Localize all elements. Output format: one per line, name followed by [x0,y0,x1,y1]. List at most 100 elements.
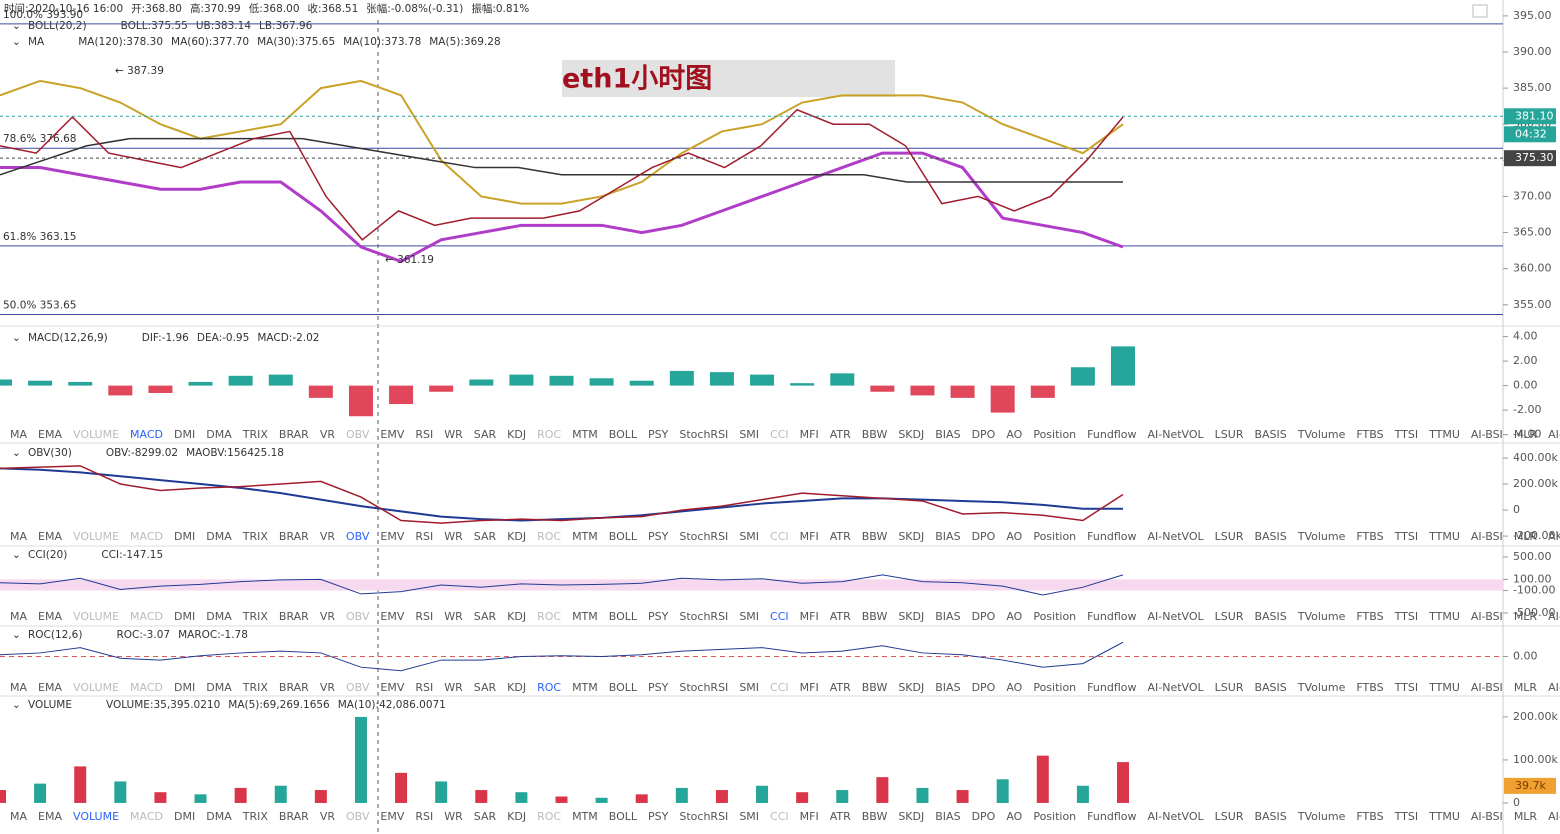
indicator-tab[interactable]: MFI [800,810,819,823]
expand-icon[interactable] [1472,4,1488,18]
indicator-tab[interactable]: BASIS [1254,610,1286,623]
indicator-tab[interactable]: MACD [130,428,163,441]
indicator-tab[interactable]: EMA [38,681,62,694]
indicator-tab[interactable]: ATR [830,681,851,694]
indicator-tab[interactable]: Position [1033,681,1076,694]
indicator-tab[interactable]: DMI [174,810,195,823]
indicator-tab[interactable]: MTM [572,681,598,694]
indicator-tab[interactable]: MA [10,428,27,441]
indicator-tab[interactable]: TVolume [1297,610,1346,623]
indicator-tab[interactable]: VOLUME [73,428,119,441]
indicator-tab[interactable]: BBW [862,428,888,441]
indicator-tab[interactable]: ATR [830,610,851,623]
indicator-tab[interactable]: CCI [770,428,789,441]
indicator-tab[interactable]: AO [1006,530,1022,543]
indicator-tab[interactable]: VR [320,810,336,823]
indicator-tab[interactable]: AI-BSI [1471,530,1503,543]
indicator-tab[interactable]: VOLUME [73,610,119,623]
indicator-tab[interactable]: SMI [739,610,759,623]
indicator-tab[interactable]: BASIS [1254,681,1286,694]
indicator-tab[interactable]: RSI [415,810,433,823]
indicator-tab[interactable]: RSI [415,681,433,694]
indicator-tab[interactable]: KDJ [507,530,526,543]
indicator-tab[interactable]: AO [1006,810,1022,823]
indicator-tab[interactable]: AI-PD [1548,681,1560,694]
indicator-tab[interactable]: BIAS [935,428,960,441]
indicator-tab[interactable]: AI-PD [1548,530,1560,543]
indicator-tab[interactable]: BASIS [1254,428,1286,441]
indicator-tab[interactable]: DPO [972,610,996,623]
indicator-tab[interactable]: DMA [206,530,232,543]
indicator-tab[interactable]: WR [444,530,463,543]
indicator-tab[interactable]: TVolume [1297,681,1346,694]
indicator-tab[interactable]: StochRSI [679,810,728,823]
indicator-tab[interactable]: SAR [474,530,497,543]
indicator-tab[interactable]: BBW [862,530,888,543]
indicator-tab[interactable]: DMI [174,681,195,694]
indicator-tab[interactable]: AI-BSI [1471,681,1503,694]
indicator-tab[interactable]: EMV [380,810,404,823]
indicator-tab[interactable]: BBW [862,610,888,623]
indicator-tab[interactable]: SKDJ [898,428,924,441]
indicator-tab[interactable]: Position [1033,530,1076,543]
indicator-tab[interactable]: TRIX [242,610,269,623]
indicator-tab[interactable]: MLR [1514,428,1538,441]
indicator-tab[interactable]: EMV [380,681,404,694]
indicator-tab[interactable]: DMI [174,530,195,543]
indicator-tab[interactable]: BOLL [609,530,638,543]
indicator-tab[interactable]: ROC [537,810,561,823]
indicator-tab[interactable]: EMA [38,610,62,623]
indicator-tab[interactable]: MA [10,681,27,694]
indicator-tab[interactable]: LSUR [1215,428,1244,441]
indicator-tab[interactable]: TRIX [242,530,269,543]
indicator-tab[interactable]: WR [444,428,463,441]
indicator-tab[interactable]: BIAS [935,530,960,543]
indicator-tab[interactable]: AI-BSI [1471,610,1503,623]
indicator-tab[interactable]: BOLL [609,428,638,441]
indicator-tab[interactable]: StochRSI [679,610,728,623]
indicator-tab[interactable]: SKDJ [898,681,924,694]
indicator-tab[interactable]: CCI [770,530,789,543]
indicator-tab[interactable]: TRIX [242,428,269,441]
indicator-tab[interactable]: PSY [648,681,669,694]
indicator-tab[interactable]: MLR [1514,610,1538,623]
indicator-tab[interactable]: SKDJ [898,810,924,823]
indicator-tab[interactable]: VOLUME [73,681,119,694]
indicator-tab[interactable]: DMA [206,810,232,823]
indicator-tab[interactable]: SMI [739,810,759,823]
indicator-tab[interactable]: AO [1006,610,1022,623]
indicator-tab[interactable]: TTSI [1394,810,1418,823]
indicator-tab[interactable]: ATR [830,428,851,441]
indicator-tab[interactable]: SAR [474,681,497,694]
indicator-tab[interactable]: BOLL [609,810,638,823]
indicator-tab[interactable]: MACD [130,681,163,694]
indicator-tab[interactable]: MTM [572,610,598,623]
indicator-tab[interactable]: BIAS [935,681,960,694]
indicator-tab[interactable]: AI-NetVOL [1147,810,1204,823]
indicator-tab[interactable]: MACD [130,610,163,623]
indicator-tab[interactable]: MTM [572,810,598,823]
indicator-tab[interactable]: KDJ [507,610,526,623]
indicator-tab[interactable]: AO [1006,428,1022,441]
indicator-tab[interactable]: FTBS [1356,610,1383,623]
indicator-tab[interactable]: OBV [346,810,370,823]
indicator-tab[interactable]: OBV [346,428,370,441]
indicator-tab[interactable]: TVolume [1297,530,1346,543]
indicator-tab[interactable]: BOLL [609,610,638,623]
indicator-tab[interactable]: DMA [206,610,232,623]
indicator-tab[interactable]: DMI [174,428,195,441]
indicator-tab[interactable]: ROC [537,610,561,623]
indicator-tab[interactable]: MTM [572,530,598,543]
indicator-tab[interactable]: KDJ [507,428,526,441]
indicator-tab[interactable]: VR [320,681,336,694]
indicator-tab[interactable]: KDJ [507,810,526,823]
indicator-tab[interactable]: EMA [38,428,62,441]
indicator-tab[interactable]: TTSI [1394,428,1418,441]
indicator-tab[interactable]: MA [10,810,27,823]
indicator-tab[interactable]: SMI [739,681,759,694]
indicator-tab[interactable]: SKDJ [898,610,924,623]
indicator-tab[interactable]: WR [444,610,463,623]
indicator-tab[interactable]: SMI [739,530,759,543]
indicator-tab[interactable]: Fundflow [1087,810,1136,823]
indicator-tab[interactable]: AI-PD [1548,810,1560,823]
